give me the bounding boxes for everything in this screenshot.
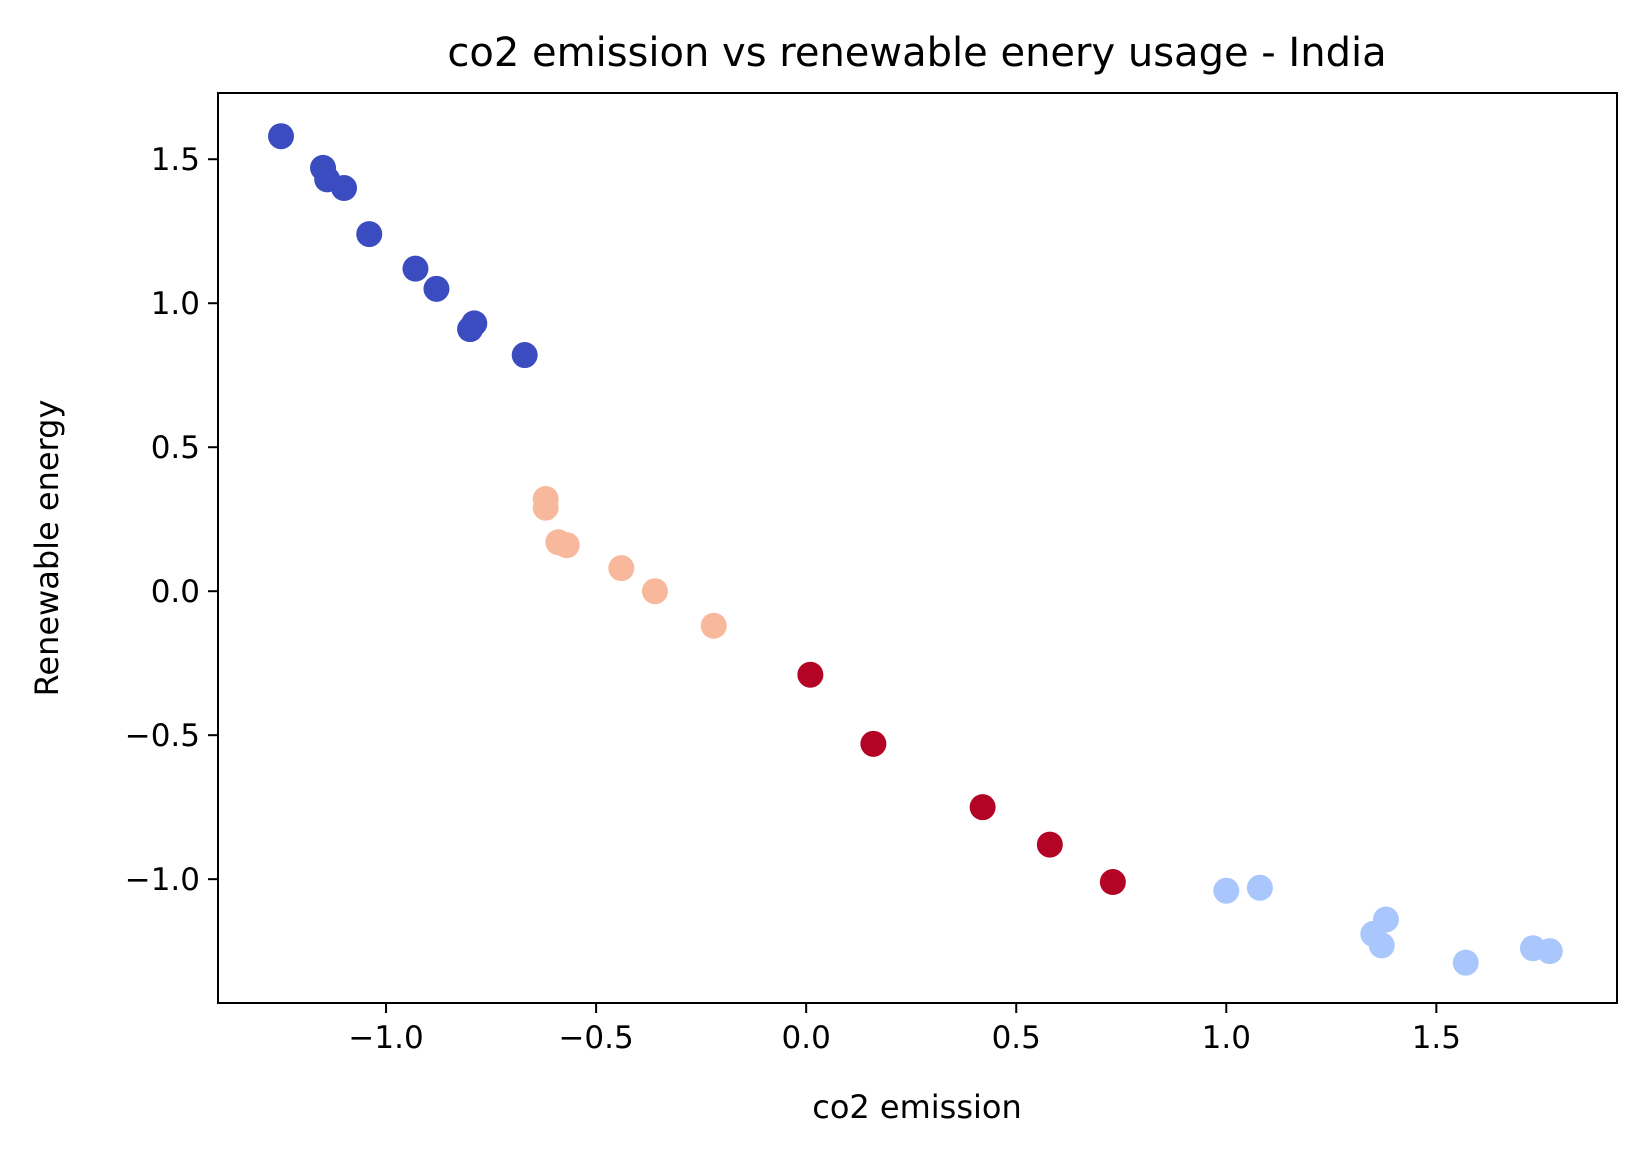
data-point	[457, 316, 484, 343]
x-axis-ticks: −1.0 −0.5 0.0 0.5 1.0 1.5	[348, 1003, 1461, 1056]
data-point	[969, 794, 996, 821]
x-tick-label: −0.5	[558, 1020, 633, 1056]
data-point	[700, 612, 727, 639]
data-points	[268, 123, 1563, 976]
data-point	[423, 275, 450, 302]
x-tick-label: 0.5	[992, 1020, 1041, 1056]
chart-title: co2 emission vs renewable enery usage - …	[447, 30, 1386, 76]
data-point	[1213, 877, 1240, 904]
data-point	[532, 494, 559, 521]
data-point	[860, 730, 887, 757]
data-point	[511, 342, 538, 369]
data-point	[608, 555, 635, 582]
y-tick-label: 0.0	[151, 574, 200, 610]
y-tick-label: −0.5	[125, 718, 200, 754]
data-point	[1536, 938, 1563, 965]
data-point	[268, 123, 295, 150]
plot-frame	[217, 92, 1618, 1004]
data-point	[402, 255, 429, 282]
data-point	[1246, 874, 1273, 901]
y-tick-label: 1.5	[151, 142, 200, 178]
y-tick-label: −1.0	[125, 862, 200, 898]
x-tick-label: −1.0	[348, 1020, 423, 1056]
data-point	[1036, 831, 1063, 858]
x-tick-label: 0.0	[782, 1020, 831, 1056]
data-point	[1372, 906, 1399, 933]
y-axis-ticks: −1.0 −0.5 0.0 0.5 1.0 1.5	[125, 142, 218, 898]
y-tick-label: 0.5	[151, 430, 200, 466]
data-point	[797, 661, 824, 688]
data-point	[553, 532, 580, 559]
data-point	[331, 175, 358, 202]
data-point	[1368, 932, 1395, 959]
y-axis-label: Renewable energy	[28, 400, 66, 697]
data-point	[1452, 949, 1479, 976]
y-tick-label: 1.0	[151, 286, 200, 322]
x-tick-label: 1.5	[1412, 1020, 1461, 1056]
data-point	[1099, 869, 1126, 896]
data-point	[356, 221, 383, 248]
x-axis-label: co2 emission	[812, 1088, 1022, 1126]
data-point	[641, 578, 668, 605]
x-tick-label: 1.0	[1202, 1020, 1251, 1056]
